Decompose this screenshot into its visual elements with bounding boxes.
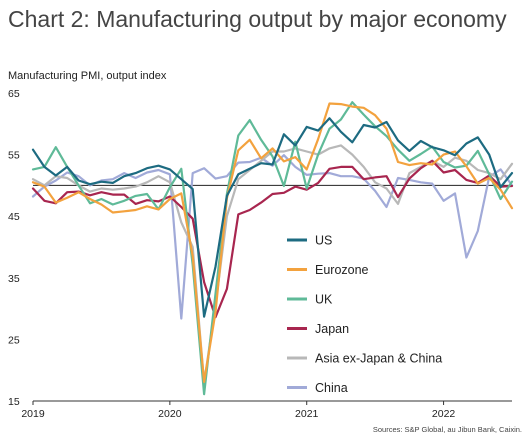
legend-label-china: China xyxy=(315,381,348,395)
series-line-uk xyxy=(31,101,514,396)
series-line-china xyxy=(31,154,514,320)
series-layer xyxy=(31,101,514,396)
source-note: Sources: S&P Global, au Jibun Bank, Caix… xyxy=(372,425,522,434)
x-tick-label: 2022 xyxy=(432,408,456,420)
chart-subtitle: Manufacturing PMI, output index xyxy=(8,70,167,82)
legend-label-japan: Japan xyxy=(315,322,349,336)
axis-layer: 15 25 35 45 55 65 2019 2020 2021 2022 xyxy=(8,88,512,420)
x-tick-label: 2019 xyxy=(21,408,45,420)
series-line-japan xyxy=(31,159,514,319)
y-tick-label: 65 xyxy=(8,88,20,100)
y-tick-label: 15 xyxy=(8,396,20,408)
legend-layer: US Eurozone UK Japan Asia ex-Japan & China Ch… xyxy=(287,234,442,395)
series-line-eurozone xyxy=(31,102,514,383)
legend-label-asia-ex-japan-china: Asia ex-Japan & China xyxy=(315,352,442,366)
legend-label-us: US xyxy=(315,234,332,248)
legend-label-eurozone: Eurozone xyxy=(315,263,369,277)
y-tick-label: 45 xyxy=(8,211,20,223)
y-tick-label: 25 xyxy=(8,334,20,346)
y-tick-label: 55 xyxy=(8,150,20,162)
y-tick-label: 35 xyxy=(8,273,20,285)
chart-title: Chart 2: Manufacturing output by major e… xyxy=(8,6,507,32)
x-tick-label: 2021 xyxy=(295,408,319,420)
x-tick-label: 2020 xyxy=(158,408,182,420)
series-line-us xyxy=(31,117,514,318)
legend-label-uk: UK xyxy=(315,293,333,307)
